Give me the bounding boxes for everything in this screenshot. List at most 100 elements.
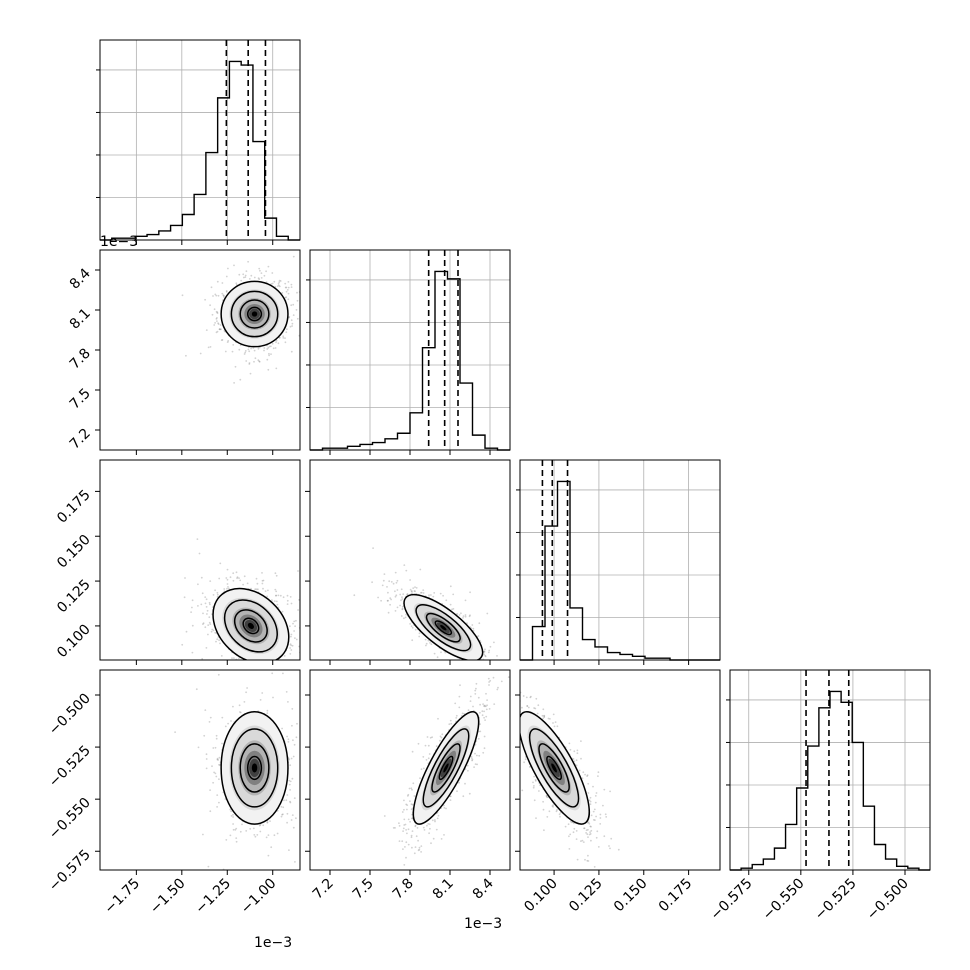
scatter-point xyxy=(257,873,259,875)
scatter-point xyxy=(303,618,305,620)
scatter-point xyxy=(288,783,291,786)
scatter-point xyxy=(213,771,216,774)
scatter-point xyxy=(302,743,304,745)
scatter-point xyxy=(245,830,248,832)
scatter-point xyxy=(268,667,270,669)
scatter-point xyxy=(290,633,293,636)
scatter-point xyxy=(282,806,285,809)
scatter-point xyxy=(267,834,270,836)
scatter-point xyxy=(205,767,208,770)
scatter-point xyxy=(230,720,232,722)
scatter-point xyxy=(226,583,229,585)
scatter-point xyxy=(217,673,220,676)
scatter-point xyxy=(244,350,247,352)
scatter-point xyxy=(245,691,248,694)
scatter-point xyxy=(295,619,297,622)
scatter-point xyxy=(195,688,198,691)
scatter-point xyxy=(277,594,280,597)
scatter-point xyxy=(216,758,219,761)
scatter-point xyxy=(249,828,252,830)
scatter-point xyxy=(248,278,251,280)
scatter-point xyxy=(231,350,234,353)
scatter-point xyxy=(248,350,251,353)
scatter-point xyxy=(250,347,253,350)
scatter-point xyxy=(253,349,256,352)
scatter-point xyxy=(204,596,207,598)
scatter-point xyxy=(285,799,288,802)
scatter-point xyxy=(296,317,299,320)
scatter-point xyxy=(221,742,223,745)
scatter-point xyxy=(278,281,281,284)
scatter-point xyxy=(478,622,481,625)
scatter-point xyxy=(196,538,199,540)
scatter-point xyxy=(289,325,292,328)
scatter-point xyxy=(295,309,298,311)
scatter-point xyxy=(289,764,292,767)
scatter-point xyxy=(487,672,489,674)
scatter-point xyxy=(263,347,266,349)
scatter-point xyxy=(235,837,238,839)
scatter-point xyxy=(229,684,231,686)
scatter-point xyxy=(273,834,276,837)
scatter-point xyxy=(185,354,187,357)
scatter-point xyxy=(233,382,236,384)
scatter-point xyxy=(253,834,256,836)
scatter-point xyxy=(279,280,282,282)
scatter-point xyxy=(205,753,208,756)
scatter-point xyxy=(239,711,242,714)
scatter-point xyxy=(209,716,212,719)
scatter-point xyxy=(259,269,261,272)
histogram-panel-1 xyxy=(306,249,511,455)
scatter-point xyxy=(244,274,247,277)
scatter-point xyxy=(275,594,277,597)
scatter-point xyxy=(301,638,303,640)
scatter-point xyxy=(278,285,281,288)
scatter-point xyxy=(202,612,204,615)
scatter-point xyxy=(215,318,218,320)
scatter-point xyxy=(269,690,271,692)
scatter-point xyxy=(229,808,232,811)
scatter-point xyxy=(276,603,279,606)
scatter-point xyxy=(218,691,220,693)
scatter-point xyxy=(270,353,272,355)
scatter-point xyxy=(216,638,219,641)
scatter-point xyxy=(273,600,276,602)
density-fill xyxy=(251,311,258,317)
scatter-point xyxy=(271,282,274,285)
scatter-point xyxy=(214,631,217,634)
scatter-point xyxy=(225,275,228,278)
scatter-point xyxy=(206,609,209,612)
scatter-point xyxy=(200,576,203,579)
scatter-point xyxy=(289,800,291,803)
scatter-point xyxy=(286,328,288,331)
scatter-point xyxy=(296,299,299,302)
panel-frame xyxy=(99,39,301,241)
scatter-point xyxy=(290,649,293,651)
scatter-point xyxy=(238,577,240,579)
scatter-point xyxy=(239,830,242,833)
scatter-point xyxy=(174,731,177,733)
scatter-point xyxy=(245,270,248,273)
scatter-point xyxy=(214,746,217,749)
scatter-point xyxy=(261,579,264,582)
scatter-point xyxy=(284,296,287,299)
scatter-point xyxy=(230,815,233,817)
scatter-point xyxy=(252,347,255,349)
contour-line xyxy=(242,617,260,635)
scatter-point xyxy=(240,661,242,663)
scatter-point xyxy=(292,255,295,258)
scatter-point xyxy=(265,270,267,273)
scatter-point xyxy=(404,616,407,619)
scatter-point xyxy=(285,290,288,293)
scatter-point xyxy=(249,372,252,375)
scatter-point xyxy=(305,594,307,596)
scatter-point xyxy=(226,341,229,343)
scatter-point xyxy=(464,615,467,618)
scatter-point xyxy=(231,657,233,660)
scatter-point xyxy=(250,587,252,590)
scatter-point xyxy=(181,643,184,646)
scatter-point xyxy=(285,667,287,669)
scatter-point xyxy=(212,594,215,596)
scatter-point xyxy=(236,577,239,580)
scatter-point xyxy=(243,353,246,355)
